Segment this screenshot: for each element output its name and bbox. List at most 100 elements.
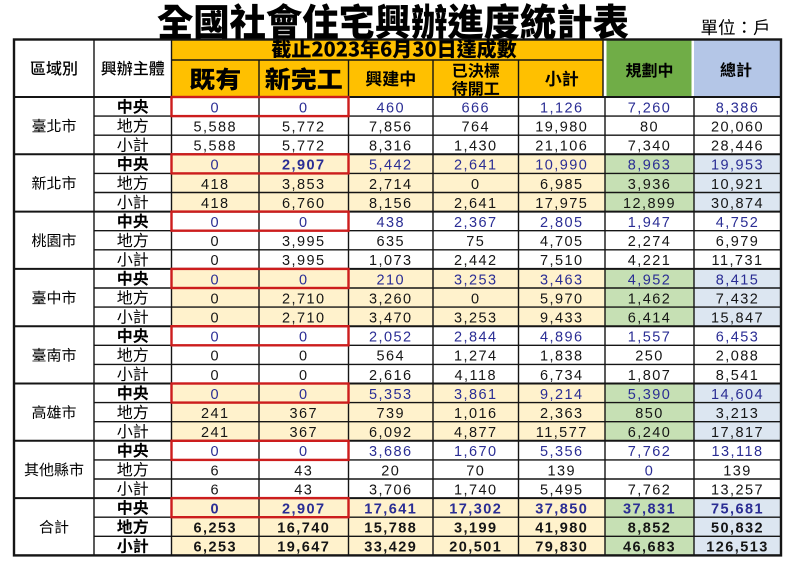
svg-text:1,807: 1,807 xyxy=(628,368,672,384)
svg-text:15,847: 15,847 xyxy=(711,311,764,327)
svg-text:37,850: 37,850 xyxy=(535,502,588,518)
svg-text:5,588: 5,588 xyxy=(193,120,237,136)
svg-text:0: 0 xyxy=(645,463,655,479)
svg-text:2,907: 2,907 xyxy=(282,158,326,174)
svg-text:3,253: 3,253 xyxy=(454,311,498,327)
svg-text:28,446: 28,446 xyxy=(711,139,764,155)
svg-text:37,831: 37,831 xyxy=(623,502,676,518)
svg-text:850: 850 xyxy=(635,406,664,422)
svg-text:1,274: 1,274 xyxy=(454,349,498,365)
svg-text:5,390: 5,390 xyxy=(628,387,672,403)
svg-text:0: 0 xyxy=(299,100,309,116)
svg-text:9,214: 9,214 xyxy=(540,387,584,403)
svg-text:4,952: 4,952 xyxy=(628,272,672,288)
svg-text:0: 0 xyxy=(299,387,309,403)
svg-text:11,577: 11,577 xyxy=(536,425,588,441)
svg-text:250: 250 xyxy=(635,349,664,365)
svg-text:7,260: 7,260 xyxy=(628,100,672,116)
svg-text:11,731: 11,731 xyxy=(712,253,764,269)
svg-text:1,462: 1,462 xyxy=(628,291,672,307)
svg-text:0: 0 xyxy=(210,253,220,269)
svg-text:13,118: 13,118 xyxy=(712,444,764,460)
svg-text:6,253: 6,253 xyxy=(193,540,237,556)
svg-text:3,936: 3,936 xyxy=(628,177,672,193)
svg-text:4,118: 4,118 xyxy=(455,368,497,384)
svg-text:8,386: 8,386 xyxy=(716,100,760,116)
svg-text:5,970: 5,970 xyxy=(540,291,584,307)
svg-text:5,353: 5,353 xyxy=(369,387,413,403)
svg-text:20,060: 20,060 xyxy=(711,120,764,136)
svg-text:2,805: 2,805 xyxy=(540,215,584,231)
svg-text:70: 70 xyxy=(466,463,485,479)
svg-text:0: 0 xyxy=(471,177,481,193)
svg-text:564: 564 xyxy=(376,349,405,365)
svg-text:1,670: 1,670 xyxy=(454,444,498,460)
svg-text:46,683: 46,683 xyxy=(623,540,676,556)
svg-text:2,710: 2,710 xyxy=(282,311,326,327)
svg-text:7,762: 7,762 xyxy=(628,482,672,498)
svg-text:19,953: 19,953 xyxy=(711,158,764,174)
svg-text:0: 0 xyxy=(210,100,220,116)
svg-text:80: 80 xyxy=(640,120,659,136)
svg-text:2,088: 2,088 xyxy=(716,349,760,365)
svg-text:17,975: 17,975 xyxy=(535,196,588,212)
svg-text:635: 635 xyxy=(376,234,405,250)
svg-text:30,874: 30,874 xyxy=(711,196,764,212)
svg-text:12,899: 12,899 xyxy=(623,196,676,212)
svg-text:8,156: 8,156 xyxy=(369,196,413,212)
svg-text:6,240: 6,240 xyxy=(628,425,672,441)
svg-text:17,302: 17,302 xyxy=(449,502,502,518)
svg-text:5,588: 5,588 xyxy=(193,139,237,155)
svg-text:7,762: 7,762 xyxy=(628,444,672,460)
svg-text:3,861: 3,861 xyxy=(454,387,498,403)
svg-text:1,073: 1,073 xyxy=(369,253,413,269)
svg-text:7,432: 7,432 xyxy=(716,291,760,307)
svg-text:764: 764 xyxy=(461,120,490,136)
svg-text:2,710: 2,710 xyxy=(282,291,326,307)
svg-text:3,213: 3,213 xyxy=(716,406,760,422)
svg-text:0: 0 xyxy=(299,330,309,346)
svg-text:0: 0 xyxy=(210,349,220,365)
svg-text:1,430: 1,430 xyxy=(454,139,498,155)
svg-text:8,415: 8,415 xyxy=(716,272,760,288)
svg-text:739: 739 xyxy=(376,406,405,422)
svg-text:6,979: 6,979 xyxy=(716,234,760,250)
svg-text:0: 0 xyxy=(471,291,481,307)
svg-text:79,830: 79,830 xyxy=(535,540,588,556)
svg-text:0: 0 xyxy=(210,215,220,231)
svg-text:0: 0 xyxy=(210,330,220,346)
svg-text:6,414: 6,414 xyxy=(628,311,672,327)
svg-text:0: 0 xyxy=(299,272,309,288)
svg-text:17,817: 17,817 xyxy=(711,425,764,441)
svg-text:418: 418 xyxy=(201,196,230,212)
svg-text:0: 0 xyxy=(210,387,220,403)
svg-text:15,788: 15,788 xyxy=(364,521,417,537)
svg-text:2,641: 2,641 xyxy=(454,158,498,174)
svg-text:75: 75 xyxy=(466,234,485,250)
svg-text:418: 418 xyxy=(201,177,230,193)
svg-text:0: 0 xyxy=(210,444,220,460)
svg-text:8,963: 8,963 xyxy=(628,158,672,174)
svg-text:7,340: 7,340 xyxy=(628,139,672,155)
svg-text:1,126: 1,126 xyxy=(540,100,584,116)
svg-text:50,832: 50,832 xyxy=(711,521,764,537)
svg-text:7,510: 7,510 xyxy=(540,253,584,269)
svg-text:6,760: 6,760 xyxy=(282,196,326,212)
svg-text:4,705: 4,705 xyxy=(540,234,584,250)
svg-text:3,706: 3,706 xyxy=(369,482,413,498)
svg-text:1,947: 1,947 xyxy=(628,215,672,231)
svg-text:6,453: 6,453 xyxy=(716,330,760,346)
svg-text:5,772: 5,772 xyxy=(282,139,326,155)
svg-text:2,274: 2,274 xyxy=(628,234,672,250)
svg-text:2,714: 2,714 xyxy=(369,177,413,193)
svg-text:2,052: 2,052 xyxy=(369,330,413,346)
svg-text:19,647: 19,647 xyxy=(277,540,330,556)
svg-text:2,641: 2,641 xyxy=(454,196,498,212)
svg-text:2,367: 2,367 xyxy=(454,215,498,231)
svg-text:2,844: 2,844 xyxy=(454,330,498,346)
svg-text:43: 43 xyxy=(294,463,313,479)
svg-text:2,442: 2,442 xyxy=(454,253,498,269)
svg-text:6,985: 6,985 xyxy=(540,177,584,193)
svg-text:139: 139 xyxy=(547,463,576,479)
svg-text:3,463: 3,463 xyxy=(540,272,584,288)
